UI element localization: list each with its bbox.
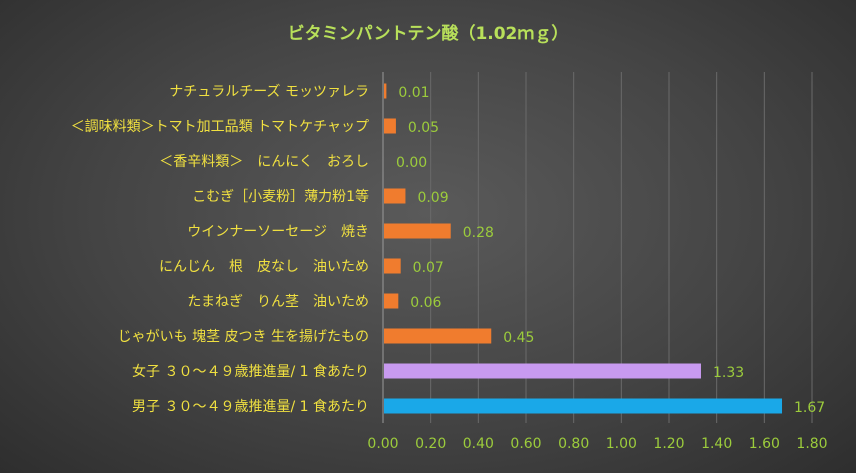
value-label: 0.28 (463, 225, 494, 241)
value-label: 1.33 (713, 365, 744, 381)
category-label: こむぎ［小麦粉］薄力粉1等 (192, 188, 369, 205)
value-label: 0.00 (396, 155, 427, 171)
category-label: じゃがいも 塊茎 皮つき 生を揚げたもの (118, 328, 369, 345)
value-label: 0.01 (398, 85, 429, 101)
x-tick-label: 0.00 (367, 436, 398, 452)
bar (384, 188, 406, 204)
value-label: 0.09 (417, 190, 448, 206)
value-label: 1.67 (794, 400, 825, 416)
chart-title: ビタミンパントテン酸（1.02ｍｇ） (288, 23, 569, 44)
category-labels: ナチュラルチーズ モッツァレラ ＜調味料類＞トマト加工品類 トマトケチャップ ＜香辛… (71, 84, 369, 415)
category-label: ＜調味料類＞トマト加工品類 トマトケチャップ (71, 119, 369, 135)
value-labels: 0.01 0.05 0.00 0.09 0.28 0.07 0.06 0.45 1.33 1.67 (396, 85, 825, 416)
x-tick-label: 1.40 (701, 436, 732, 452)
category-label: ＜香辛料類＞ にんにく おろし (159, 154, 369, 170)
category-label: たまねぎ りん茎 油いため (187, 294, 369, 310)
value-label: 0.06 (410, 295, 441, 311)
value-label: 0.45 (503, 330, 534, 346)
value-label: 0.07 (413, 260, 444, 276)
category-label: 女子 ３０～４９歳推進量/ 1 食あたり (132, 363, 369, 380)
category-label: にんじん 根 皮なし 油いため (159, 259, 369, 275)
value-label: 0.05 (408, 120, 439, 136)
category-label: 男子 ３０～４９歳推進量/ 1 食あたり (132, 398, 369, 415)
bar (384, 223, 451, 239)
bar (384, 258, 401, 274)
bar (384, 363, 701, 379)
x-tick-label: 0.80 (558, 436, 589, 452)
x-tick-label: 1.20 (653, 436, 684, 452)
bar (384, 328, 492, 344)
bar (384, 293, 399, 309)
bar (384, 398, 783, 414)
grid-lines (382, 72, 813, 423)
x-tick-label: 0.60 (510, 436, 541, 452)
bars (384, 83, 783, 414)
category-label: ウインナーソーセージ 焼き (187, 224, 369, 240)
x-tick-label: 0.20 (415, 436, 446, 452)
category-label: ナチュラルチーズ モッツァレラ (169, 84, 369, 100)
x-tick-label: 1.00 (606, 436, 637, 452)
x-tick-label: 0.40 (463, 436, 494, 452)
x-tick-label: 1.60 (749, 436, 780, 452)
x-axis-ticks: 0.00 0.20 0.40 0.60 0.80 1.00 1.20 1.40 1.60 1.80 (367, 436, 827, 452)
bar (384, 83, 387, 99)
bar (384, 118, 396, 134)
x-tick-label: 1.80 (796, 436, 827, 452)
